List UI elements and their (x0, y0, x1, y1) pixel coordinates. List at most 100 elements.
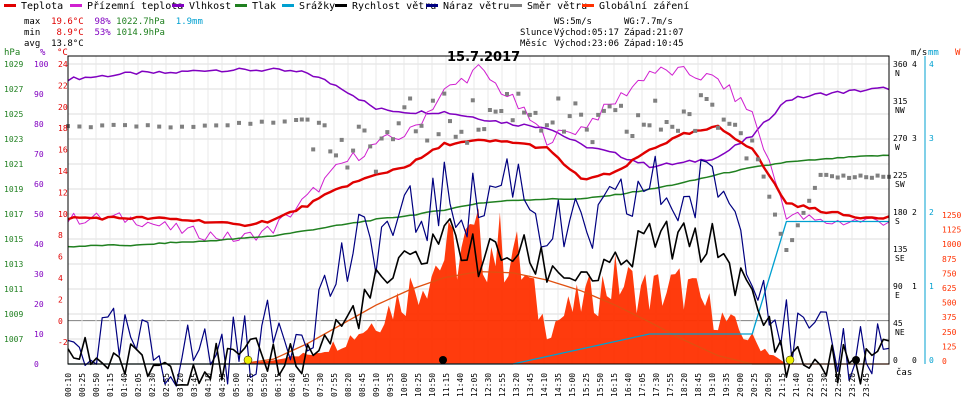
wind-dir-point (522, 110, 527, 115)
legend-item: Teplota (4, 1, 63, 12)
legend-label: Směr větru (527, 1, 588, 12)
legend-item: Rychlost větru (335, 1, 436, 12)
ms-tick: 4 (912, 60, 917, 69)
wind-dir-point (413, 129, 418, 134)
legend-item: Srážky (282, 1, 335, 12)
mm-tick: 2 (929, 208, 934, 217)
wind-dir-point (596, 112, 601, 117)
legend-label: Vlhkost (189, 1, 232, 12)
wind-dir-point (322, 123, 327, 128)
w-tick: 1000 (942, 240, 961, 249)
wind-dir-point (573, 101, 578, 106)
wind-dir-point (704, 97, 709, 101)
dir-tick: 0 (893, 356, 898, 365)
wind-dir-point (841, 173, 846, 178)
wind-dir-point (676, 128, 680, 133)
wind-dir-point (402, 105, 407, 110)
time-tick: 21:40 (792, 373, 801, 397)
wind-dir-point (356, 124, 361, 129)
time-tick: 17:05 (638, 373, 647, 397)
wind-dir-point (311, 147, 316, 152)
degc-tick: 16 (58, 146, 68, 155)
legend-label: Tlak (252, 1, 277, 12)
wind-dir-point (202, 123, 207, 128)
wind-dir-point (624, 129, 629, 134)
mm-tick: 0 (929, 356, 934, 365)
wind-dir-point (134, 124, 139, 129)
time-tick: 09:35 (386, 373, 395, 397)
legend-label: Rychlost větru (352, 1, 437, 12)
wind-dir-point (795, 223, 800, 228)
w-tick: 0 (942, 357, 947, 366)
wind-dir-point (790, 238, 795, 243)
chart-title: 15.7.2017 (447, 50, 521, 65)
wind-direction-points (66, 91, 891, 252)
ms-tick: 3 (912, 134, 917, 143)
series-rychlost-větru (67, 218, 890, 386)
time-tick: 22:30 (820, 373, 829, 397)
time-tick: 20:25 (750, 373, 759, 397)
time-tick: 05:50 (260, 373, 269, 397)
dir-label: NE (895, 328, 905, 337)
moon-label: Měsíc (520, 39, 548, 49)
mm-unit: mm (928, 48, 939, 58)
time-tick: 02:30 (148, 373, 157, 397)
hpa-tick: 1021 (4, 160, 23, 169)
max-temp: 19.6°C (51, 17, 84, 27)
wind-dir-point (630, 134, 635, 138)
wind-dir-point (716, 125, 720, 130)
ms-tick: 1 (912, 282, 917, 291)
time-tick: 01:40 (120, 373, 129, 397)
degc-tick: 2 (58, 295, 63, 304)
wind-dir-point (761, 174, 766, 179)
legend-swatch (510, 3, 522, 7)
rain-total: 1.9mm (175, 17, 203, 27)
series-teplota (67, 124, 890, 228)
degc-tick: 14 (58, 167, 68, 176)
dir-tick: 225 (893, 171, 908, 180)
legend-label: Přízemní teplota (87, 1, 184, 12)
hpa-tick: 1029 (4, 60, 23, 69)
wind-dir-point (527, 112, 532, 117)
time-tick: 00:50 (92, 373, 101, 397)
ms-tick: 0 (912, 356, 917, 365)
wind-dir-point (773, 212, 777, 217)
wind-dir-point (419, 123, 424, 128)
wind-dir-point (351, 148, 356, 153)
wind-dir-point (448, 119, 452, 124)
wind-dir-point (835, 175, 840, 180)
wind-dir-point (271, 120, 276, 125)
dir-label: NW (895, 106, 905, 115)
wg-value: WG:7.7m/s (624, 17, 673, 27)
wind-dir-point (778, 231, 783, 236)
series-lines (67, 64, 890, 387)
wind-dir-point (681, 109, 686, 114)
series-náraz-větru (67, 155, 890, 387)
hpa-tick: 1011 (4, 285, 23, 294)
pct-tick: 50 (34, 210, 44, 219)
min-press: 1014.9hPa (116, 28, 165, 38)
pct-tick: 30 (34, 270, 44, 279)
wind-dir-point (647, 123, 652, 128)
wind-dir-point (807, 198, 812, 203)
mm-tick: 4 (929, 60, 934, 69)
sunset-marker (785, 355, 795, 365)
wind-dir-point (607, 104, 612, 109)
wind-dir-point (767, 194, 772, 199)
degc-tick: 20 (58, 103, 68, 112)
series-přízemní-teplota (67, 64, 890, 242)
wind-dir-point (316, 120, 321, 125)
time-tick: 00:10 (64, 373, 73, 397)
sunrise-text: Východ:05:17 (554, 28, 620, 38)
time-axis: 00:10 00:25 00:50 01:15 01:40 02:05 02:30 02:55… (64, 373, 871, 397)
wind-dir-point (373, 169, 378, 174)
stats-panel: max 19.6°C 98% 1022.7hPa 1.9mm min 8.9°C… (24, 17, 203, 50)
time-tick: 12:55 (498, 373, 507, 397)
wind-dir-point (459, 129, 464, 134)
series-vlhkost (67, 67, 890, 169)
wind-dir-point (613, 108, 618, 113)
moonrise-marker (852, 356, 860, 364)
min-temp: 8.9°C (56, 28, 84, 38)
wind-dir-point (533, 110, 538, 115)
wind-dir-point (636, 113, 641, 118)
